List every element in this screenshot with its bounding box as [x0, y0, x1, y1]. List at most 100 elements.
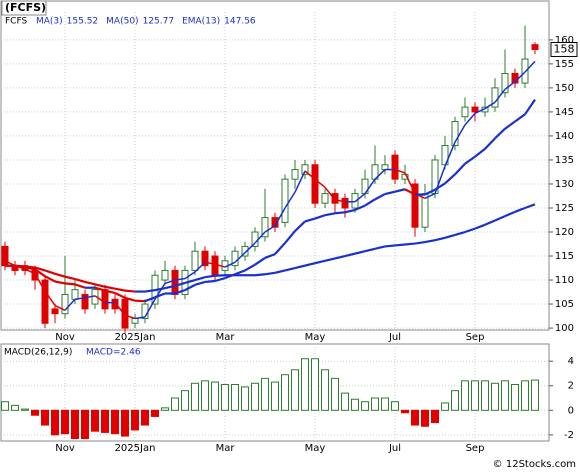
credit: © 12Stocks.com [493, 459, 576, 470]
indicator-line [305, 219, 315, 222]
y-tick-label: 100 [555, 323, 574, 334]
indicator-line [45, 270, 55, 273]
indicator-line [345, 254, 355, 256]
indicator-line [475, 225, 485, 229]
macd-bar [372, 398, 379, 410]
x-tick-label: Sep [466, 443, 485, 454]
indicator-line [435, 238, 445, 240]
macd-bar [402, 410, 409, 412]
macd-bar [422, 410, 429, 426]
indicator-line [195, 282, 205, 285]
indicator-line [485, 138, 495, 149]
indicator-line [375, 194, 385, 199]
macd-bar [432, 410, 439, 422]
candle-body [462, 107, 468, 117]
indicator-line [325, 213, 335, 215]
macd-bar [392, 402, 399, 411]
macd-bar [92, 410, 99, 431]
macd-bar [512, 385, 519, 411]
y-tick-label: 0 [568, 405, 574, 416]
indicator-line [385, 245, 395, 246]
macd-bar [502, 381, 509, 410]
indicator-line [215, 278, 225, 281]
macd-bar [252, 383, 259, 410]
macd-bar [282, 375, 289, 411]
candle-body [72, 290, 78, 300]
macd-bar [62, 410, 69, 433]
y-tick-label: 105 [555, 299, 574, 310]
indicator-line [455, 164, 465, 175]
price-tag-label: 158 [554, 42, 575, 55]
indicator-line [245, 265, 255, 271]
candle-body [172, 270, 178, 294]
candle-body [392, 155, 398, 179]
indicator-line [325, 258, 335, 260]
macd-bar [362, 402, 369, 411]
indicator-line [15, 266, 25, 267]
indicator-line [285, 268, 295, 270]
indicator-line [205, 281, 215, 282]
indicator-line [505, 212, 515, 216]
macd-bar [2, 402, 9, 411]
x-tick-label: May [305, 332, 326, 343]
x-tick-label: Jul [388, 332, 401, 343]
indicator-line [495, 216, 505, 220]
indicator-line [365, 199, 375, 205]
y-tick-label: 115 [555, 251, 574, 262]
legend-name: MA(50) [106, 17, 138, 27]
y-tick-label: 110 [555, 275, 574, 286]
y-tick-label: 150 [555, 83, 574, 94]
symbol: FCFS [5, 17, 27, 27]
x-tick-label: Nov [55, 443, 75, 454]
candle-body [212, 256, 218, 275]
macd-bar [82, 410, 89, 438]
indicator-line [295, 266, 305, 268]
macd-bar [232, 385, 239, 411]
y-tick-label: 4 [568, 356, 574, 367]
indicator-line [65, 277, 75, 279]
y-tick-label: 120 [555, 227, 574, 238]
indicator-line [485, 220, 495, 224]
legend-name: EMA(13) [182, 17, 220, 27]
candle-body [192, 251, 198, 270]
indicator-line [105, 287, 115, 289]
macd-bar [522, 381, 529, 410]
macd-bar [42, 410, 49, 425]
macd-bar [212, 382, 219, 410]
indicator-line [195, 277, 205, 280]
indicator-line [495, 129, 505, 139]
indicator-line [275, 270, 285, 272]
candle-body [422, 194, 428, 228]
indicator-line [255, 274, 265, 275]
macd-bar [102, 410, 109, 432]
candle-body [132, 318, 138, 323]
macd-bar [52, 410, 59, 435]
y-tick-label: 135 [555, 155, 574, 166]
indicator-line [335, 212, 345, 213]
macd-bar [32, 410, 39, 415]
indicator-line [455, 232, 465, 235]
indicator-line [55, 274, 65, 277]
indicator-line [415, 242, 425, 243]
y-tick-label: -2 [564, 430, 574, 441]
macd-bar [132, 410, 139, 430]
indicator-line [275, 243, 285, 254]
macd-bar [322, 370, 329, 411]
candle-body [312, 165, 318, 203]
indicator-line [515, 208, 525, 212]
macd-bar [152, 410, 159, 416]
y-tick-label: 145 [555, 107, 574, 118]
macd-bar [22, 409, 29, 410]
indicator-line [95, 284, 105, 286]
indicator-line [445, 174, 455, 183]
macd-bar [412, 410, 419, 425]
indicator-line [365, 249, 375, 251]
indicator-line [445, 235, 455, 238]
macd-bar [162, 408, 169, 410]
indicator-line [75, 279, 85, 282]
indicator-line [305, 263, 315, 265]
macd-bar [492, 383, 499, 410]
indicator-line [255, 258, 265, 265]
indicator-line [355, 251, 365, 253]
